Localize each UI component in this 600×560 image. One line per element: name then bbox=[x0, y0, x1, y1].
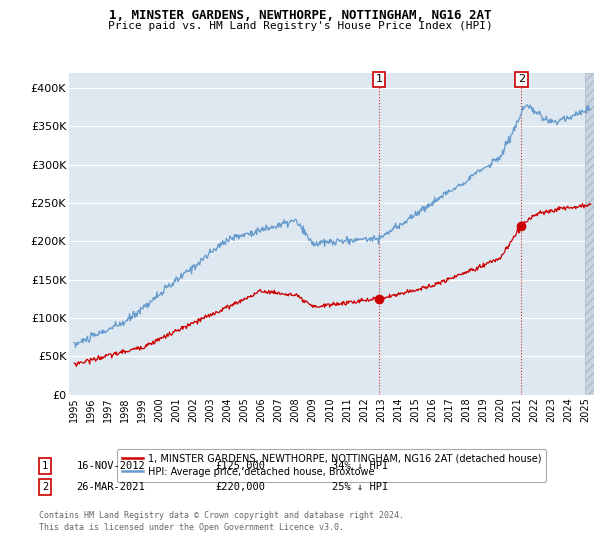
Legend: 1, MINSTER GARDENS, NEWTHORPE, NOTTINGHAM, NG16 2AT (detached house), HPI: Avera: 1, MINSTER GARDENS, NEWTHORPE, NOTTINGHA… bbox=[117, 449, 546, 482]
Text: Contains HM Land Registry data © Crown copyright and database right 2024.: Contains HM Land Registry data © Crown c… bbox=[39, 511, 404, 520]
Text: 16-NOV-2012: 16-NOV-2012 bbox=[77, 461, 145, 471]
Text: Price paid vs. HM Land Registry's House Price Index (HPI): Price paid vs. HM Land Registry's House … bbox=[107, 21, 493, 31]
Text: 1: 1 bbox=[42, 461, 48, 471]
Text: 26-MAR-2021: 26-MAR-2021 bbox=[77, 482, 145, 492]
Bar bbox=[586, 73, 594, 395]
Text: 1: 1 bbox=[376, 74, 382, 85]
Text: £220,000: £220,000 bbox=[215, 482, 265, 492]
Bar bbox=[586, 73, 594, 395]
Text: 2: 2 bbox=[42, 482, 48, 492]
Text: 34% ↓ HPI: 34% ↓ HPI bbox=[332, 461, 388, 471]
Text: £125,000: £125,000 bbox=[215, 461, 265, 471]
Text: 25% ↓ HPI: 25% ↓ HPI bbox=[332, 482, 388, 492]
Text: 2: 2 bbox=[518, 74, 525, 85]
Text: 1, MINSTER GARDENS, NEWTHORPE, NOTTINGHAM, NG16 2AT: 1, MINSTER GARDENS, NEWTHORPE, NOTTINGHA… bbox=[109, 9, 491, 22]
Text: This data is licensed under the Open Government Licence v3.0.: This data is licensed under the Open Gov… bbox=[39, 523, 344, 532]
